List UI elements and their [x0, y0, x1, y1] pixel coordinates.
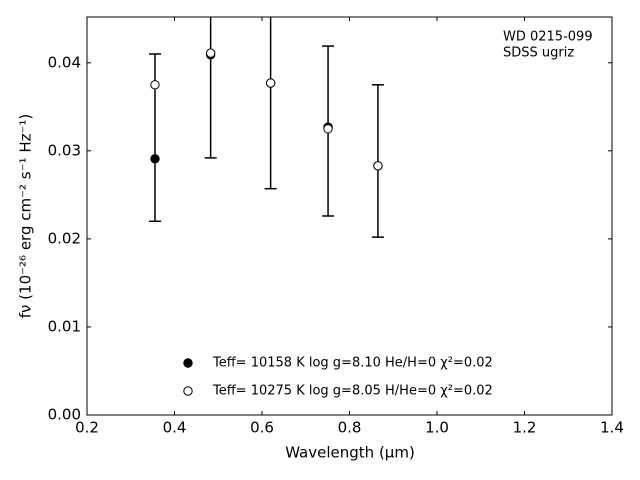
- x-tick-label: 0.4: [163, 419, 187, 437]
- legend-label: Teff= 10158 K log g=8.10 He/H=0 χ²=0.02: [212, 356, 493, 371]
- y-tick-label: 0.03: [48, 141, 81, 159]
- annotation: SDSS ugriz: [503, 46, 574, 61]
- x-tick-label: 0.6: [250, 419, 274, 437]
- y-tick-label: 0.02: [48, 229, 81, 247]
- data-point: [323, 124, 333, 134]
- x-tick-label: 1.4: [600, 419, 624, 437]
- data-point: [150, 80, 160, 90]
- legend-marker: [183, 386, 193, 396]
- legend-marker: [183, 358, 193, 368]
- data-point: [373, 161, 383, 171]
- data-point: [205, 48, 216, 58]
- x-tick-label: 0.2: [75, 419, 99, 437]
- x-tick-label: 0.8: [338, 419, 362, 437]
- y-tick-label: 0.01: [48, 317, 81, 335]
- y-tick-label: 0.04: [48, 53, 81, 71]
- plot-area: [148, 17, 384, 238]
- legend-label: Teff= 10275 K log g=8.05 H/He=0 χ²=0.02: [212, 384, 493, 399]
- y-axis-label: fν (10⁻²⁶ erg cm⁻² s⁻¹ Hz⁻¹): [17, 114, 35, 319]
- x-axis-label: Wavelength (μm): [285, 444, 415, 462]
- x-tick-label: 1.0: [425, 419, 449, 437]
- data-point: [265, 78, 276, 88]
- y-tick-label: 0.00: [48, 406, 81, 424]
- annotation: WD 0215-099: [503, 30, 593, 45]
- data-point: [150, 154, 160, 164]
- x-tick-label: 1.2: [513, 419, 537, 437]
